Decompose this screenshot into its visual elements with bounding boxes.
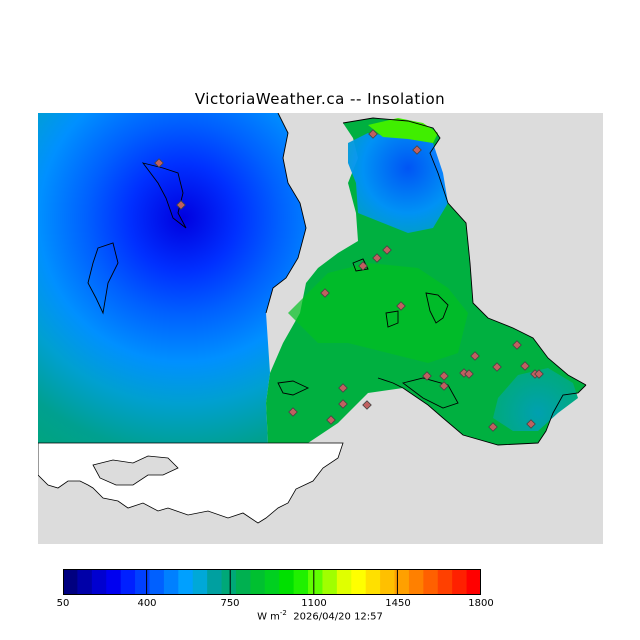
colorbar	[63, 569, 481, 595]
station-marker[interactable]	[422, 371, 432, 381]
colorbar-swatch	[106, 569, 122, 595]
station-marker[interactable]	[470, 351, 480, 361]
insolation-map	[38, 113, 603, 544]
station-marker[interactable]	[396, 301, 406, 311]
coastline-spit	[401, 377, 459, 409]
insolation-center-band	[288, 263, 468, 363]
coastline-island-north	[141, 162, 187, 229]
timestamp: 2026/04/20 12:57	[293, 611, 383, 623]
colorbar-swatch	[221, 569, 237, 595]
colorbar-swatch	[452, 569, 468, 595]
station-marker[interactable]	[488, 422, 498, 432]
map-title: VictoriaWeather.ca -- Insolation	[194, 90, 446, 108]
colorbar-swatch	[149, 569, 165, 595]
station-marker[interactable]	[358, 261, 368, 271]
station-marker[interactable]	[368, 129, 378, 139]
station-marker[interactable]	[464, 369, 474, 379]
colorbar-swatch	[91, 569, 107, 595]
station-marker[interactable]	[372, 253, 382, 263]
colorbar-swatch	[322, 569, 338, 595]
colorbar-swatch	[365, 569, 381, 595]
units-and-timestamp: W m-2 2026/04/20 12:57	[0, 609, 640, 622]
insolation-east-low	[493, 368, 578, 431]
colorbar-swatch	[380, 569, 396, 595]
coastline-inlet	[277, 380, 310, 396]
coastline-lake-2	[385, 310, 399, 328]
colorbar-swatch	[77, 569, 93, 595]
colorbar-swatch	[437, 569, 453, 595]
colorbar-swatch	[466, 569, 481, 595]
colorbar-swatch	[250, 569, 266, 595]
coastline-south	[377, 377, 587, 446]
colorbar-swatch	[120, 569, 136, 595]
station-marker[interactable]	[520, 361, 530, 371]
colorbar-tick-label: 1800	[468, 598, 494, 609]
colorbar-swatch	[308, 569, 323, 595]
colorbar-swatch	[63, 569, 78, 595]
station-marker[interactable]	[492, 362, 502, 372]
station-marker[interactable]	[176, 200, 186, 210]
station-marker[interactable]	[412, 145, 422, 155]
station-marker[interactable]	[439, 381, 449, 391]
colorbar-swatch	[394, 569, 410, 595]
station-marker[interactable]	[338, 399, 348, 409]
coastline-islands-west	[87, 242, 119, 315]
colorbar-swatch	[207, 569, 223, 595]
colorbar-swatch	[279, 569, 295, 595]
water-island	[92, 455, 179, 486]
station-markers	[154, 129, 544, 432]
station-marker[interactable]	[526, 419, 536, 429]
station-marker[interactable]	[288, 407, 298, 417]
station-marker[interactable]	[320, 288, 330, 298]
station-marker[interactable]	[382, 245, 392, 255]
coastline-lake-1	[425, 292, 449, 324]
colorbar-swatch	[336, 569, 352, 595]
colorbar-swatch	[423, 569, 439, 595]
station-marker[interactable]	[154, 158, 164, 168]
colorbar-swatch	[264, 569, 280, 595]
station-marker[interactable]	[439, 371, 449, 381]
units-label: W m	[257, 611, 280, 623]
colorbar-swatch	[235, 569, 251, 595]
colorbar-tick-label: 1100	[301, 598, 327, 609]
colorbar-tick-label: 750	[220, 598, 240, 609]
station-marker[interactable]	[362, 400, 372, 410]
colorbar-tick-label: 1450	[385, 598, 411, 609]
colorbar-swatch	[293, 569, 309, 595]
station-marker[interactable]	[338, 383, 348, 393]
colorbar-swatch	[408, 569, 424, 595]
station-marker[interactable]	[534, 369, 544, 379]
colorbar-border	[63, 569, 481, 595]
coastline-northeast	[342, 117, 587, 386]
colorbar-swatch	[351, 569, 367, 595]
station-marker[interactable]	[326, 415, 336, 425]
colorbar-swatch	[192, 569, 208, 595]
colorbar-tick-label: 400	[137, 598, 157, 609]
colorbar-swatch	[163, 569, 179, 595]
units-exponent: -2	[279, 609, 287, 617]
insolation-north-basin	[348, 133, 448, 233]
colorbar-swatch	[135, 569, 150, 595]
station-marker[interactable]	[512, 340, 522, 350]
coastline-harbour	[352, 258, 369, 272]
insolation-field-west	[38, 113, 306, 443]
coastline-east-shore	[265, 113, 307, 314]
colorbar-tick-label: 50	[56, 598, 70, 609]
colorbar-swatch	[178, 569, 194, 595]
